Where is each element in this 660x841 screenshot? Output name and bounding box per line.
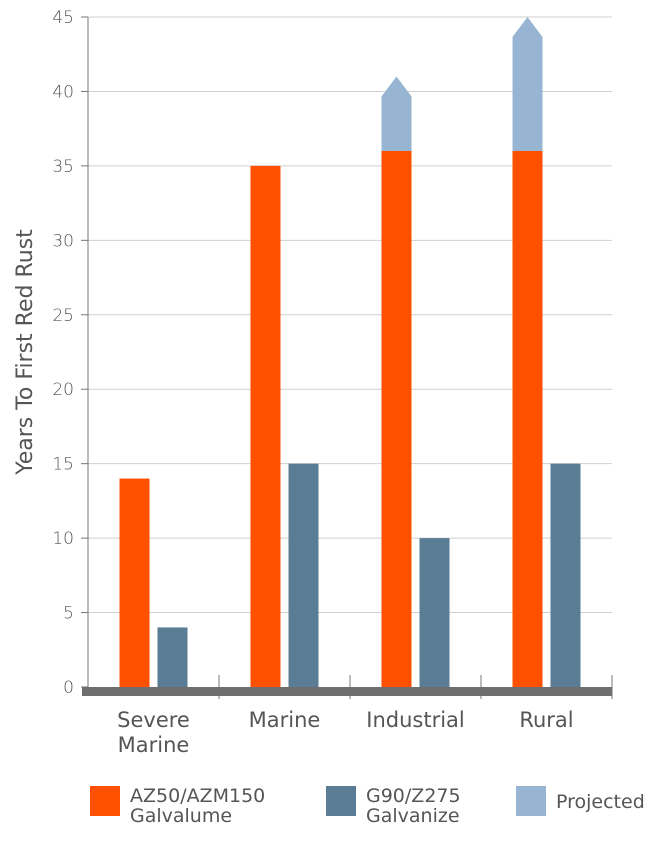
bar-projected [512, 17, 543, 151]
legend-swatch-projected [516, 786, 546, 816]
legend-item-galvanize: G90/Z275 Galvanize [326, 786, 461, 826]
x-category-label: Rural [519, 708, 573, 732]
legend-item-projected: Projected [516, 786, 645, 816]
y-tick-label: 40 [52, 82, 74, 102]
legend-label-galvalume-line2: Galvalume [130, 805, 233, 827]
x-category-label: Industrial [366, 708, 465, 732]
y-tick-label: 30 [52, 231, 74, 251]
legend-label-galvalume: AZ50/AZM150 Galvalume [130, 786, 265, 826]
bar-projected [381, 76, 412, 151]
x-axis-baseline [82, 687, 612, 696]
legend-item-galvalume: AZ50/AZM150 Galvalume [90, 786, 265, 826]
bar-galvalume [381, 151, 412, 687]
y-tick-label: 15 [52, 455, 74, 475]
bar-galvalume [119, 478, 150, 687]
y-tick-label: 25 [52, 306, 74, 326]
x-category-label: Marine [249, 708, 321, 732]
y-tick-label: 0 [63, 678, 74, 698]
x-category-label: Severe [117, 708, 190, 732]
bar-galvanize [157, 627, 188, 687]
y-tick-label: 20 [52, 380, 74, 400]
y-tick-label: 35 [52, 157, 74, 177]
legend-swatch-galvalume [90, 786, 120, 816]
bar-galvanize [419, 538, 450, 687]
bar-galvanize [288, 463, 319, 687]
bar-galvalume [250, 165, 281, 687]
x-category-label: Marine [118, 733, 190, 757]
legend-label-galvanize-line2: Galvanize [366, 805, 460, 827]
y-tick-label: 10 [52, 529, 74, 549]
legend: AZ50/AZM150 Galvalume G90/Z275 Galvanize… [0, 786, 660, 836]
chart: 0 5 10 15 20 25 30 35 40 45 Years To First Red Rus… [13, 8, 613, 757]
bar-galvalume [512, 151, 543, 687]
legend-label-galvanize-line1: G90/Z275 [366, 785, 461, 807]
y-axis-title: Years To First Red Rust [13, 229, 38, 476]
legend-label-projected: Projected [556, 786, 645, 812]
legend-label-galvalume-line1: AZ50/AZM150 [130, 785, 266, 807]
y-tick-label: 45 [52, 8, 74, 28]
legend-label-galvanize: G90/Z275 Galvanize [366, 786, 461, 826]
legend-swatch-galvanize [326, 786, 356, 816]
bar-galvanize [550, 463, 581, 687]
y-tick-label: 5 [63, 604, 74, 624]
legend-label-projected-line1: Projected [556, 791, 645, 813]
